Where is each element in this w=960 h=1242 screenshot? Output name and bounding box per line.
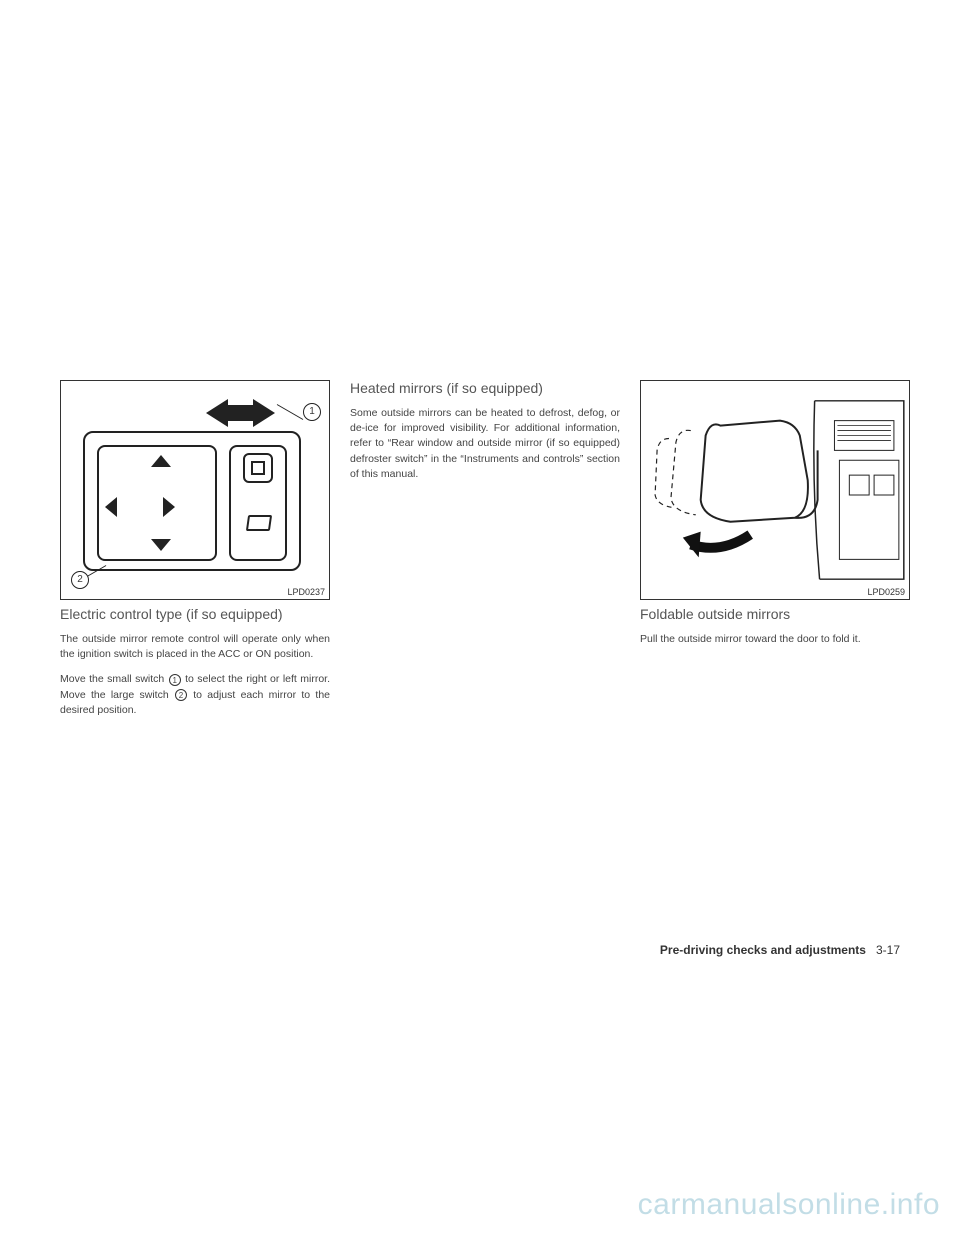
footer-section: Pre-driving checks and adjustments — [660, 943, 866, 957]
para-foldable-1: Pull the outside mirror toward the door … — [640, 632, 910, 647]
selector-switch — [243, 453, 273, 483]
leader-line-1 — [277, 404, 303, 420]
callout-1: 1 — [303, 403, 321, 421]
page-content: 1 2 LPD0237 Electric control type (if so… — [60, 380, 910, 728]
arrow-left-icon — [206, 399, 228, 427]
para-electric-1: The outside mirror remote control will o… — [60, 632, 330, 662]
inline-callout-2: 2 — [175, 689, 187, 701]
figure-electric-control: 1 2 LPD0237 — [60, 380, 330, 600]
triangle-right-icon — [163, 497, 175, 517]
para-electric-2: Move the small switch 1 to select the ri… — [60, 672, 330, 718]
figure-label-2: LPD0259 — [867, 587, 905, 597]
watermark: carmanualsonline.info — [638, 1188, 940, 1222]
column-2: Heated mirrors (if so equipped) Some out… — [350, 380, 620, 728]
subhead-heated: Heated mirrors (if so equipped) — [350, 380, 620, 396]
figure-foldable-mirror: LPD0259 — [640, 380, 910, 600]
fold-icon — [246, 515, 272, 531]
direction-pad — [97, 445, 217, 561]
triangle-down-icon — [151, 539, 171, 551]
subhead-electric-control: Electric control type (if so equipped) — [60, 606, 330, 622]
mirror-illustration — [641, 381, 909, 599]
arrow-right-icon — [253, 399, 275, 427]
triangle-up-icon — [151, 455, 171, 467]
callout-2: 2 — [71, 571, 89, 589]
figure-label: LPD0237 — [287, 587, 325, 597]
selector-inner-icon — [251, 461, 265, 475]
text-frag-1: Move the small switch — [60, 673, 168, 685]
page-footer: Pre-driving checks and adjustments 3-17 — [660, 943, 900, 957]
subhead-foldable: Foldable outside mirrors — [640, 606, 910, 622]
triangle-left-icon — [105, 497, 117, 517]
footer-page: 3-17 — [876, 943, 900, 957]
control-panel-outline — [83, 431, 301, 571]
para-heated-1: Some outside mirrors can be heated to de… — [350, 406, 620, 482]
inline-callout-1: 1 — [169, 674, 181, 686]
selector-box — [229, 445, 287, 561]
column-1: 1 2 LPD0237 Electric control type (if so… — [60, 380, 330, 728]
column-3: LPD0259 Foldable outside mirrors Pull th… — [640, 380, 910, 728]
